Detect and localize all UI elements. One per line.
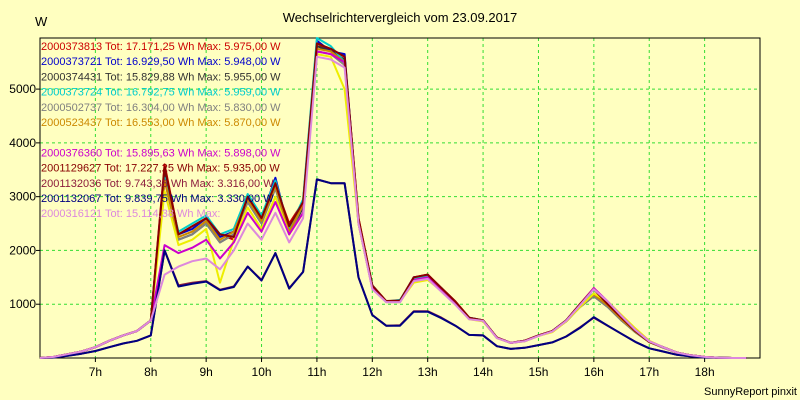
- x-tick-label: 18h: [695, 365, 715, 379]
- y-tick-label: 2000: [9, 243, 36, 257]
- y-tick-label: 1000: [9, 297, 36, 311]
- tick-labels: 7h 8h 9h 10h 11h 12h 13h 14h 15h 16h 17h 18h 1000 200…: [9, 82, 714, 379]
- legend-entry-3: 2000374431 Tot: 15.829,88 Wh Max: 5.955,…: [41, 71, 281, 83]
- x-tick-label: 11h: [307, 365, 326, 379]
- axes: [36, 37, 761, 362]
- plot-frame: [39, 37, 761, 359]
- series-line-10: [39, 178, 747, 359]
- series-line-12: [39, 55, 747, 359]
- x-tick-label: 16h: [584, 365, 604, 379]
- x-tick-label: 17h: [639, 365, 659, 379]
- x-tick-label: 10h: [252, 365, 272, 379]
- x-tick-label: 14h: [473, 365, 493, 379]
- series-line-11: [39, 178, 747, 359]
- x-tick-label: 12h: [362, 365, 382, 379]
- legend-entry-11: 2001132067 Tot: 9.839,75 Wh Max: 3.330,0…: [41, 193, 274, 205]
- x-tick-label: 8h: [144, 365, 157, 379]
- y-tick-label: 5000: [9, 82, 36, 96]
- y-axis-unit: W: [35, 14, 48, 29]
- chart-title: Wechselrichtervergleich vom 23.09.2017: [282, 10, 518, 25]
- grid-lines: [40, 38, 760, 358]
- legend-entry-6: 2000523437 Tot: 16.553,00 Wh Max: 5.870,…: [41, 117, 281, 129]
- legend-entry-1: 2000373813 Tot: 17.171,25 Wh Max: 5.975,…: [41, 41, 281, 53]
- y-tick-label: 4000: [9, 136, 36, 150]
- legend-entry-2: 2000373721 Tot: 16.929,50 Wh Max: 5.948,…: [41, 56, 281, 68]
- y-tick-label: 3000: [9, 190, 36, 204]
- series-line-7: [39, 53, 747, 359]
- legend-entry-5: 2000502737 Tot: 16.304,00 Wh Max: 5.830,…: [41, 102, 281, 114]
- legend-entry-12: 2000316121 Tot: 15.114,38 Wh Max:: [41, 208, 220, 220]
- series-lines: [39, 37, 747, 359]
- legend-entry-4: 2000373724 Tot: 16.792,75 Wh Max: 5.959,…: [41, 87, 281, 99]
- x-tick-label: 9h: [199, 365, 212, 379]
- legend-entry-9: 2001129627 Tot: 17.227,25 Wh Max: 5.935,…: [41, 163, 280, 175]
- x-tick-label: 7h: [89, 365, 102, 379]
- legend-entry-10: 2001132036 Tot: 9.743,38 Wh Max: 3.316,0…: [41, 178, 274, 190]
- footer-credit: SunnyReport pinxit: [704, 386, 797, 398]
- legend: 2000373813 Tot: 17.171,25 Wh Max: 5.975,…: [41, 41, 281, 220]
- x-tick-label: 15h: [528, 365, 548, 379]
- x-tick-label: 13h: [418, 365, 438, 379]
- legend-entry-8: 2000376360 Tot: 15.895,63 Wh Max: 5.898,…: [41, 147, 281, 159]
